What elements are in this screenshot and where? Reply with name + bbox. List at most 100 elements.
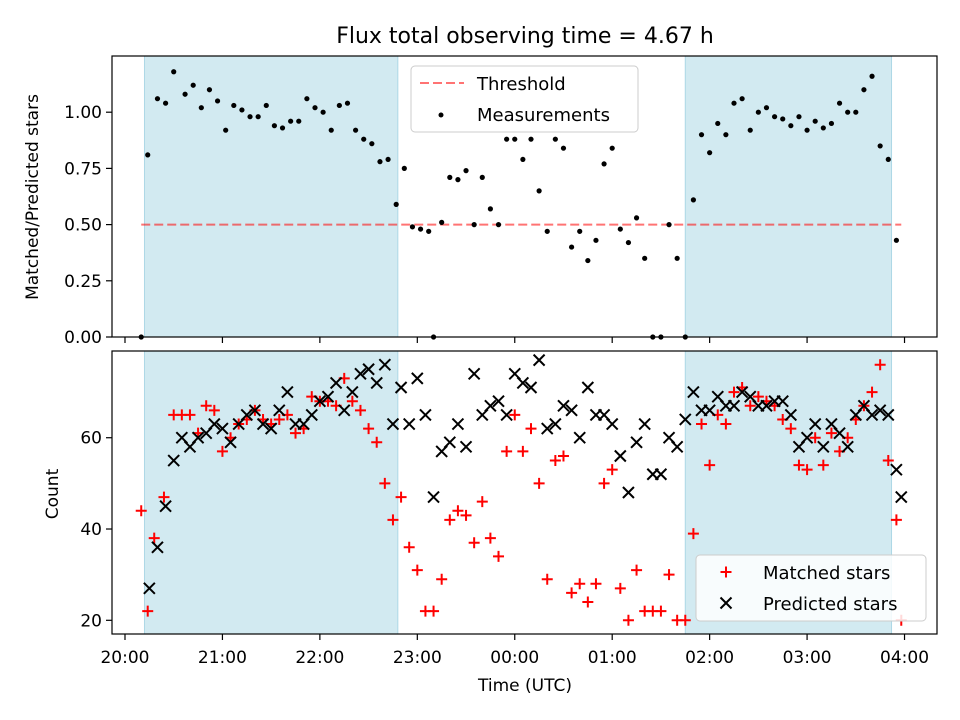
matched-stars-point: [614, 582, 626, 594]
matched-stars-point: [395, 491, 407, 503]
predicted-stars-point: [143, 582, 156, 595]
y-tick-label: 20: [80, 611, 102, 631]
matched-stars-point: [436, 573, 448, 585]
matched-stars-point: [606, 464, 618, 476]
predicted-stars-point: [735, 385, 749, 399]
predicted-stars-point: [427, 490, 440, 504]
matched-stars-point: [866, 386, 878, 398]
predicted-stars-point: [817, 440, 830, 454]
predicted-stars-point: [549, 417, 562, 431]
x-tick-label: 23:00: [393, 648, 442, 668]
measurement-point: [820, 125, 826, 131]
measurement-point: [328, 127, 334, 133]
measurement-point: [145, 152, 151, 158]
predicted-stars-point: [841, 440, 854, 454]
predicted-stars-point: [581, 381, 595, 394]
legend-predicted-marker: [719, 596, 733, 610]
predicted-stars-point: [394, 381, 408, 394]
predicted-stars-point: [256, 417, 270, 431]
matched-stars-point: [549, 455, 561, 467]
matched-stars-point: [663, 569, 675, 581]
predicted-stars-point: [354, 367, 367, 381]
matched-stars-point: [533, 477, 545, 489]
predicted-stars-point: [402, 417, 416, 431]
predicted-stars-point: [800, 431, 814, 444]
predicted-stars-point: [346, 385, 359, 399]
predicted-stars-point: [614, 449, 627, 463]
matched-stars-point: [411, 564, 423, 576]
legend-measurements-label: Measurements: [477, 105, 610, 126]
figure-title: Flux total observing time = 4.67 h: [336, 24, 714, 49]
predicted-stars-point: [654, 468, 668, 481]
matched-stars-point: [582, 596, 594, 608]
predicted-stars-point: [378, 358, 392, 371]
measurement-point: [698, 132, 705, 138]
measurement-point: [577, 228, 583, 234]
predicted-stars-point: [500, 408, 513, 422]
matched-stars-point: [566, 587, 578, 599]
predicted-stars-point: [151, 541, 164, 554]
measurement-point: [642, 255, 648, 261]
predicted-stars-point: [833, 426, 846, 440]
measurement-point: [625, 239, 632, 246]
predicted-stars-point: [281, 385, 294, 399]
predicted-stars-point: [622, 486, 635, 499]
predicted-stars-point: [216, 422, 229, 435]
predicted-stars-point: [605, 417, 619, 431]
legend-predicted-swatch: [719, 596, 733, 610]
matched-stars-point: [679, 614, 691, 626]
axes-frame: [111, 55, 938, 338]
predicted-stars-point: [313, 395, 327, 408]
predicted-stars-point: [159, 499, 172, 513]
matched-stars-point: [687, 528, 699, 540]
predicted-stars-point: [890, 463, 903, 476]
predicted-stars-point: [760, 399, 773, 412]
predicted-stars-point: [784, 408, 798, 422]
matched-stars-point: [290, 427, 302, 439]
measurement-point: [755, 109, 761, 115]
measurement-point: [231, 102, 237, 109]
measurement-point: [715, 120, 721, 127]
measurement-point: [674, 255, 680, 261]
matched-stars-point: [148, 532, 160, 544]
matched-stars-point: [371, 436, 383, 448]
measurement-point: [271, 123, 278, 129]
y-tick-label: 1.00: [64, 103, 102, 123]
predicted-stars-point: [882, 408, 895, 422]
matched-stars-point: [142, 605, 154, 617]
legend-predicted-label: Predicted stars: [763, 594, 897, 615]
shaded-interval-1: [143, 55, 399, 338]
predicted-stars-point: [703, 404, 716, 417]
matched-stars-point: [501, 445, 513, 457]
matched-stars-point: [354, 404, 366, 416]
matched-stars-point: [809, 432, 821, 444]
measurement-point: [206, 87, 213, 93]
measurement-point: [828, 120, 835, 127]
matched-stars-point: [785, 423, 797, 435]
measurement-point: [520, 156, 526, 163]
matched-stars-point: [752, 391, 764, 403]
y-tick-label: 0.00: [64, 328, 102, 348]
predicted-stars-point: [240, 408, 254, 422]
predicted-stars-point: [532, 353, 546, 367]
x-axis-label: Time (UTC): [477, 676, 572, 696]
matched-stars-point: [890, 514, 902, 526]
matched-stars-point: [598, 477, 610, 489]
matched-stars-point: [622, 614, 634, 626]
measurement-point: [320, 109, 326, 115]
measurement-point: [836, 100, 843, 106]
measurement-point: [312, 105, 318, 111]
legend-matched-label: Matched stars: [763, 563, 890, 584]
y-axis-label-top: Matched/Predicted stars: [23, 94, 43, 300]
measurement-point: [182, 91, 188, 97]
matched-stars-point: [184, 409, 196, 421]
matched-stars-point: [387, 514, 399, 526]
predicted-stars-point: [565, 404, 578, 417]
predicted-stars-point: [273, 404, 286, 417]
matched-stars-point: [874, 359, 886, 371]
measurement-point: [853, 109, 859, 115]
matched-stars-point: [379, 477, 391, 489]
matched-stars-point: [541, 573, 553, 585]
legend-measurements-swatch: [438, 112, 444, 118]
